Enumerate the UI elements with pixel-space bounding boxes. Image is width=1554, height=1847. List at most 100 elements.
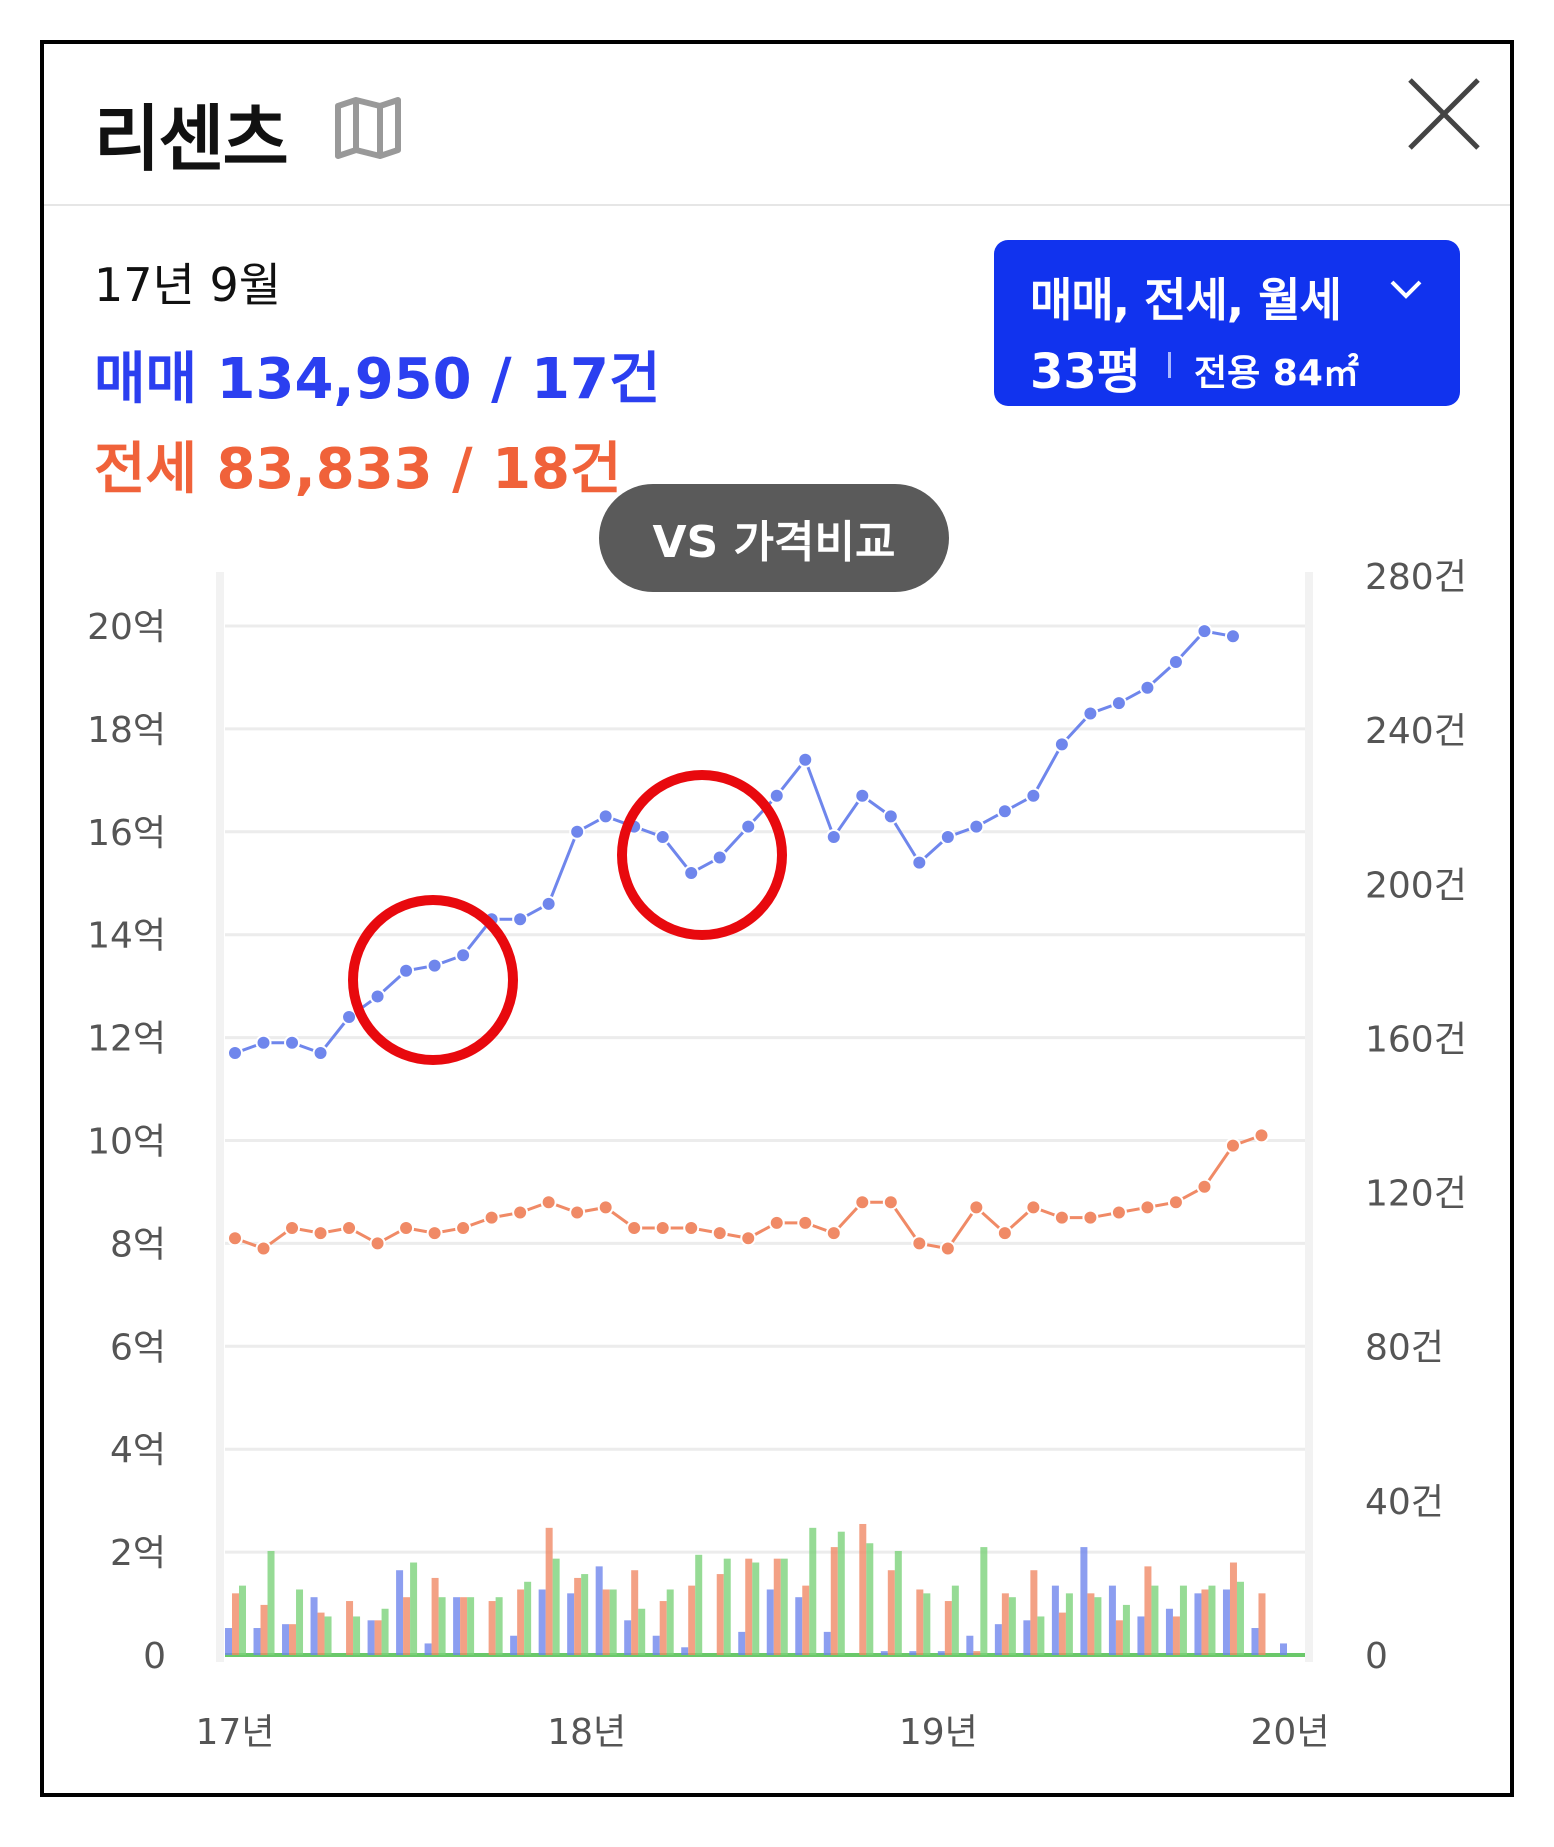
bar-monthly-count [1065,1593,1073,1655]
bar-monthly-count [410,1562,418,1655]
point-sale [1053,736,1070,753]
point-jeonse [255,1240,272,1257]
bar-jeonse-count [944,1601,952,1655]
point-sale [1025,787,1042,804]
point-jeonse [540,1194,557,1211]
map-icon[interactable] [332,96,404,160]
point-jeonse [968,1199,985,1216]
bar-monthly-count [695,1554,703,1655]
bar-sale-count [966,1635,974,1655]
bar-monthly-count [239,1585,246,1655]
bar-sale-count [937,1651,945,1655]
y-left-tick-label: 16억 [87,813,166,854]
point-jeonse [996,1225,1013,1242]
annotation-circle [348,895,518,1065]
point-jeonse [369,1235,386,1252]
bar-jeonse-count [973,1651,981,1655]
bar-sale-count [1222,1589,1230,1655]
filter-area: 전용 84㎡ [1194,353,1359,394]
bar-sale-count [1251,1628,1259,1655]
bar-jeonse-count [317,1612,325,1655]
close-icon[interactable] [1402,72,1486,156]
point-jeonse [1196,1178,1213,1195]
bar-monthly-count [951,1585,959,1655]
bar-monthly-count [752,1562,760,1655]
bar-monthly-count [524,1581,532,1655]
point-jeonse [569,1204,586,1221]
bar-jeonse-count [916,1589,924,1655]
y-left-tick-label: 10억 [87,1122,166,1163]
bar-jeonse-count [488,1601,496,1655]
point-sale [1082,705,1099,722]
vs-compare-button[interactable]: VS 가격비교 [599,484,949,592]
point-jeonse [1082,1209,1099,1226]
bar-jeonse-count [802,1585,810,1655]
bar-sale-count [453,1597,461,1655]
price-chart-panel: 리센츠 17년 9월 매매 134,950 / 17건 전세 83,833 / … [40,40,1514,1797]
point-sale [540,895,557,912]
deal-type-filter-button[interactable]: 매매, 전세, 월세 33평 전용 84㎡ [994,240,1460,406]
point-sale [284,1034,301,1051]
point-sale [398,962,415,979]
selected-date: 17년 9월 [94,258,282,312]
bar-monthly-count [381,1608,389,1655]
bar-jeonse-count [403,1597,411,1655]
panel-header: 리센츠 [44,44,1510,206]
filter-deal-types: 매매, 전세, 월세 [1030,273,1342,327]
bar-jeonse-count [1030,1570,1038,1655]
bar-sale-count [367,1620,375,1655]
bar-monthly-count [1008,1597,1016,1655]
bar-monthly-count [581,1574,589,1655]
y-left-tick-label: 4억 [110,1430,166,1471]
bar-jeonse-count [1115,1620,1123,1655]
point-sale [341,1009,358,1026]
point-jeonse [825,1225,842,1242]
bar-monthly-count [1179,1585,1187,1655]
point-jeonse [426,1225,443,1242]
point-sale [968,818,985,835]
bar-monthly-count [495,1597,503,1655]
point-sale [882,808,899,825]
bar-sale-count [310,1597,318,1655]
bar-jeonse-count [1001,1593,1009,1655]
bar-sale-count [823,1631,831,1655]
sale-summary: 매매 134,950 / 17건 [94,347,661,412]
y-left-tick-label: 6억 [110,1327,166,1368]
bar-jeonse-count [1058,1612,1066,1655]
page-title: 리센츠 [94,97,289,181]
bar-jeonse-count [1144,1566,1152,1655]
bar-monthly-count [638,1608,646,1655]
bar-sale-count [1165,1608,1173,1655]
chart-left-rail [216,572,224,1662]
bar-monthly-count [467,1597,475,1655]
bar-monthly-count [609,1589,617,1655]
bar-jeonse-count [745,1558,753,1655]
bar-jeonse-count [517,1589,525,1655]
point-sale [911,854,928,871]
bar-jeonse-count [859,1523,867,1655]
point-jeonse [1053,1209,1070,1226]
chevron-down-icon [1390,280,1422,299]
point-jeonse [911,1235,928,1252]
y-right-tick-label: 80건 [1365,1328,1444,1369]
bar-sale-count [567,1593,575,1655]
point-sale [939,828,956,845]
y-right-tick-label: 120건 [1365,1174,1467,1215]
bar-monthly-count [837,1531,845,1655]
bar-monthly-count [980,1547,988,1655]
annotation-circle [617,770,787,940]
y-left-tick-label: 20억 [87,607,166,648]
y-right-tick-label: 280건 [1365,557,1467,598]
bar-jeonse-count [460,1597,468,1655]
point-jeonse [654,1219,671,1236]
point-sale [597,808,614,825]
point-jeonse [1110,1204,1127,1221]
point-sale [1110,695,1127,712]
bar-monthly-count [1094,1597,1102,1655]
bar-jeonse-count [716,1574,724,1655]
point-sale [369,988,386,1005]
y-right-tick-label: 0 [1365,1636,1388,1677]
bar-monthly-count [438,1597,446,1655]
bar-monthly-count [1208,1585,1216,1655]
